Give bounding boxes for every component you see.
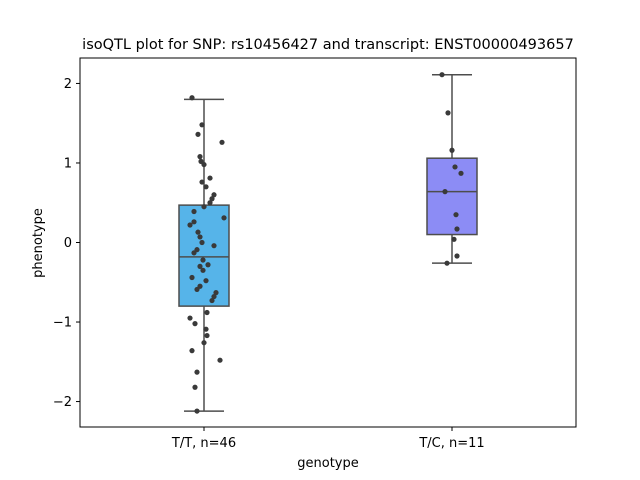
data-point [191,250,197,256]
data-point [201,204,207,210]
x-tick-label: T/C, n=11 [418,436,484,451]
data-point [442,189,448,195]
data-point [199,179,205,185]
data-point [211,293,217,300]
data-point [219,139,225,145]
points-group-0 [187,95,227,414]
box-iqr [426,157,478,236]
data-point [199,239,205,246]
data-point [189,95,195,101]
data-point [451,236,457,242]
data-point [195,131,201,137]
data-point [200,257,206,263]
data-point [197,234,203,240]
data-point [192,321,198,327]
data-point [209,297,215,304]
data-point [452,164,458,170]
box-group-0 [178,98,230,412]
data-point [189,348,195,354]
data-point [207,175,213,181]
data-point [207,200,213,206]
data-point [197,263,203,269]
box-iqr [178,204,230,307]
data-point [217,357,223,363]
data-point [454,226,460,232]
data-point [203,278,209,284]
data-point [204,309,210,316]
data-point [213,290,219,296]
box-group-1 [426,73,478,264]
y-axis-label: phenotype [31,208,46,278]
x-tick-label: T/T, n=46 [171,436,236,451]
data-point [449,147,455,153]
data-point [439,72,445,78]
data-point [209,196,215,202]
data-point [211,243,217,249]
data-point [203,184,209,190]
data-point [197,154,203,160]
data-point [195,229,201,235]
data-point [458,170,464,176]
data-point [201,161,207,168]
data-point [194,369,200,375]
data-point [194,286,200,293]
data-point [444,260,450,266]
y-tick-label: −2 [53,395,72,410]
plot-area [178,72,478,414]
data-point [211,192,217,198]
data-point [189,274,195,281]
data-point [192,384,198,390]
data-point [187,222,193,228]
y-tick-label: 2 [64,77,72,92]
data-point [191,208,197,215]
y-tick-label: −1 [53,316,72,331]
data-point [445,110,451,116]
data-point [200,267,206,273]
data-point [454,253,460,259]
data-point [199,122,205,128]
data-point [187,315,193,321]
x-axis-label: genotype [297,456,358,471]
data-point [201,340,207,346]
data-point [194,408,200,414]
data-point [205,262,211,268]
data-point [453,212,459,218]
y-tick-label: 1 [64,156,72,171]
y-tick-label: 0 [64,236,72,251]
chart-title: isoQTL plot for SNP: rs10456427 and tran… [82,37,574,53]
data-point [191,219,197,225]
data-point [204,332,210,339]
axes: −2 −1 0 1 2 T/T, n=46 T/C, n=11 [53,77,485,451]
data-point [203,326,209,332]
data-point [221,215,227,221]
points-group-1 [439,72,464,266]
